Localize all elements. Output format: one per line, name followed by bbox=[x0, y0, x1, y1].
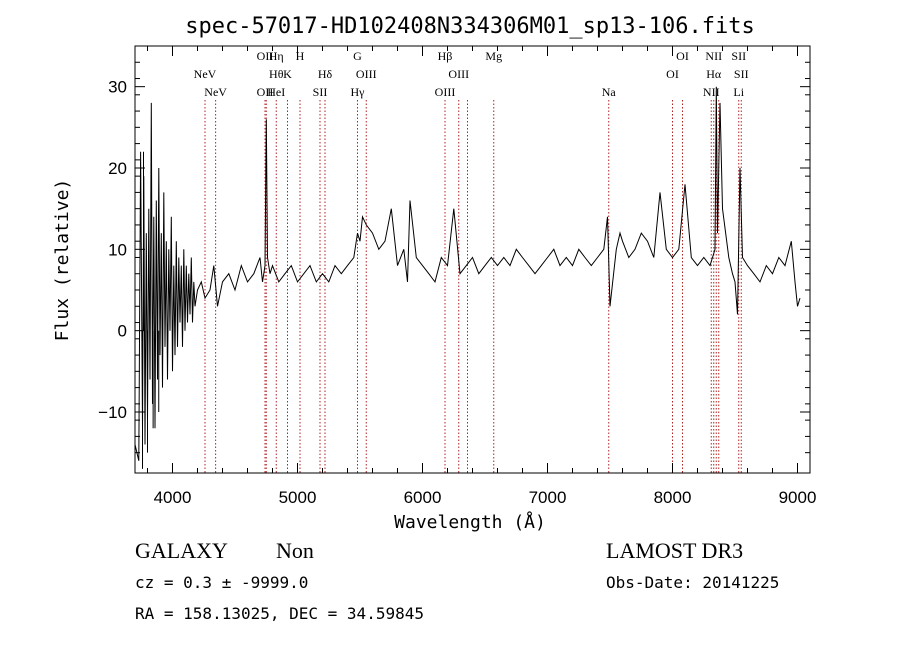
emission-line-label: HeI bbox=[267, 85, 285, 99]
emission-line-label: NeV bbox=[194, 67, 217, 81]
emission-line-label: OI bbox=[666, 67, 679, 81]
x-axis-ticks: 4000 5000 6000 7000 8000 9000 bbox=[147, 46, 817, 507]
y-tick-label: −10 bbox=[98, 403, 127, 422]
x-tick-label: 4000 bbox=[154, 488, 192, 507]
object-class: GALAXY bbox=[135, 538, 228, 563]
emission-line-label: G bbox=[353, 49, 362, 63]
y-tick-label: 10 bbox=[108, 240, 127, 259]
emission-line-label: OI bbox=[676, 49, 689, 63]
emission-line-label: OIII bbox=[448, 67, 469, 81]
emission-line-label: Hγ bbox=[351, 85, 366, 99]
obs-date: Obs-Date: 20141225 bbox=[606, 573, 779, 592]
x-tick-label: 9000 bbox=[779, 488, 817, 507]
object-subclass: Non bbox=[276, 538, 314, 563]
chart-title: spec-57017-HD102408N334306M01_sp13-106.f… bbox=[185, 14, 755, 39]
x-tick-label: 7000 bbox=[529, 488, 567, 507]
emission-line-label: NII bbox=[705, 49, 722, 63]
spectrum-line bbox=[134, 86, 801, 461]
emission-line-label: K bbox=[283, 67, 292, 81]
emission-line-label: SII bbox=[731, 49, 746, 63]
emission-line-markers bbox=[204, 100, 742, 473]
emission-line-label: Hδ bbox=[318, 67, 333, 81]
survey-name: LAMOST DR3 bbox=[606, 538, 743, 563]
emission-line-label: NII bbox=[703, 85, 720, 99]
redshift-cz: cz = 0.3 ± -9999.0 bbox=[135, 573, 308, 592]
plot-area bbox=[134, 86, 801, 469]
emission-line-label: SII bbox=[313, 85, 328, 99]
emission-line-label: Hη bbox=[269, 49, 284, 63]
coordinates: RA = 158.13025, DEC = 34.59845 bbox=[135, 604, 424, 623]
y-tick-label: 30 bbox=[108, 78, 127, 97]
emission-line-label: NeV bbox=[204, 85, 227, 99]
plot-frame bbox=[134, 45, 811, 474]
emission-line-label: Hθ bbox=[269, 67, 284, 81]
emission-line-label: OIII bbox=[356, 67, 377, 81]
emission-line-label: Na bbox=[602, 85, 617, 99]
y-tick-label: 0 bbox=[118, 322, 127, 341]
x-tick-label: 8000 bbox=[654, 488, 692, 507]
emission-line-label: OIII bbox=[435, 85, 456, 99]
y-axis-label: Flux (relative) bbox=[52, 179, 73, 342]
emission-line-label: Mg bbox=[485, 49, 502, 63]
y-tick-label: 20 bbox=[108, 159, 127, 178]
emission-line-label: SII bbox=[734, 67, 749, 81]
emission-line-label: OII bbox=[257, 49, 274, 63]
x-tick-label: 5000 bbox=[279, 488, 317, 507]
y-axis-ticks: −10 0 10 20 30 bbox=[98, 45, 810, 454]
emission-line-label: H bbox=[296, 49, 305, 63]
x-tick-label: 6000 bbox=[404, 488, 442, 507]
emission-line-label: Hβ bbox=[438, 49, 453, 63]
emission-line-label: Hα bbox=[706, 67, 722, 81]
emission-line-label: Li bbox=[733, 85, 744, 99]
emission-line-labels: NeVNeVOIIOIIHηHθHeIKHSIIHδGHγOIIIHβOIIIO… bbox=[194, 49, 749, 99]
emission-line-label: OII bbox=[257, 85, 274, 99]
x-axis-label: Wavelength (Å) bbox=[394, 511, 546, 533]
